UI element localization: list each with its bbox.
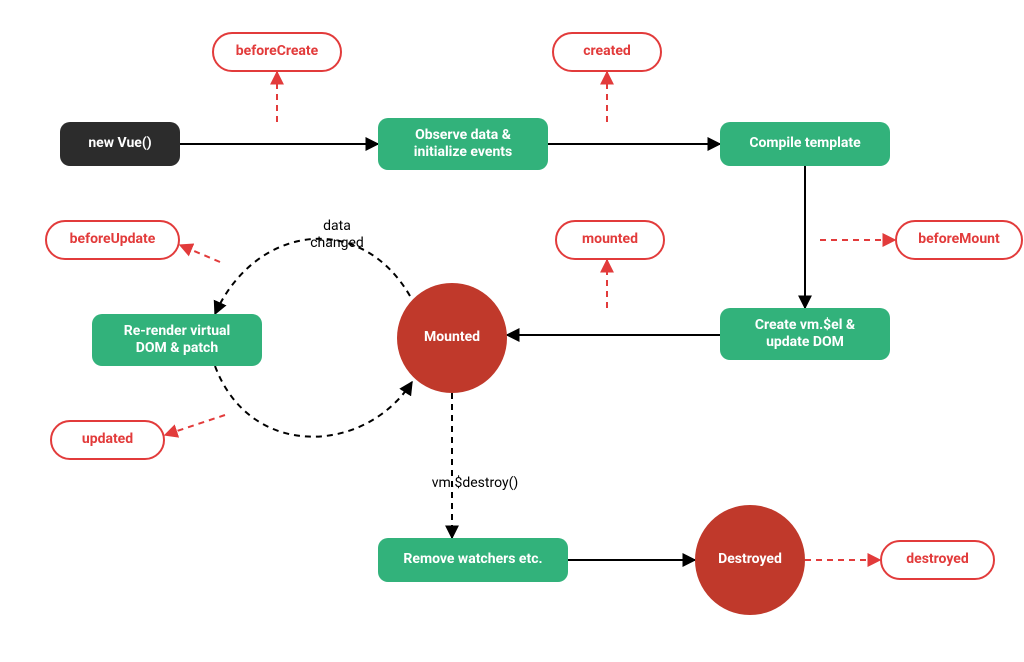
node-rerender: Re-render virtualDOM & patch bbox=[92, 314, 262, 366]
node-hook_beforeUpdate: beforeUpdate bbox=[45, 220, 180, 260]
node-observe: Observe data &initialize events bbox=[378, 118, 548, 170]
node-hook_beforeCreate: beforeCreate bbox=[212, 32, 342, 72]
edge-h_bu bbox=[180, 245, 220, 262]
node-create_el: Create vm.$el &update DOM bbox=[720, 308, 890, 360]
node-hook_beforeMount: beforeMount bbox=[895, 220, 1023, 260]
node-remove_w: Remove watchers etc. bbox=[378, 538, 568, 582]
node-mounted_c: Mounted bbox=[397, 283, 507, 393]
node-hook_destroyed: destroyed bbox=[880, 540, 995, 580]
edge-loop_bot bbox=[215, 366, 412, 437]
node-destroyed_c: Destroyed bbox=[695, 505, 805, 615]
node-hook_created: created bbox=[552, 32, 662, 72]
node-new_vue: new Vue() bbox=[60, 122, 180, 166]
annotation-annot_destroy_call: vm.$destroy() bbox=[400, 475, 550, 492]
edge-h_up bbox=[165, 415, 225, 435]
node-compile: Compile template bbox=[720, 122, 890, 166]
node-hook_updated: updated bbox=[50, 420, 165, 460]
annotation-annot_data_changed: datachanged bbox=[282, 218, 392, 252]
node-hook_mounted: mounted bbox=[555, 220, 665, 260]
